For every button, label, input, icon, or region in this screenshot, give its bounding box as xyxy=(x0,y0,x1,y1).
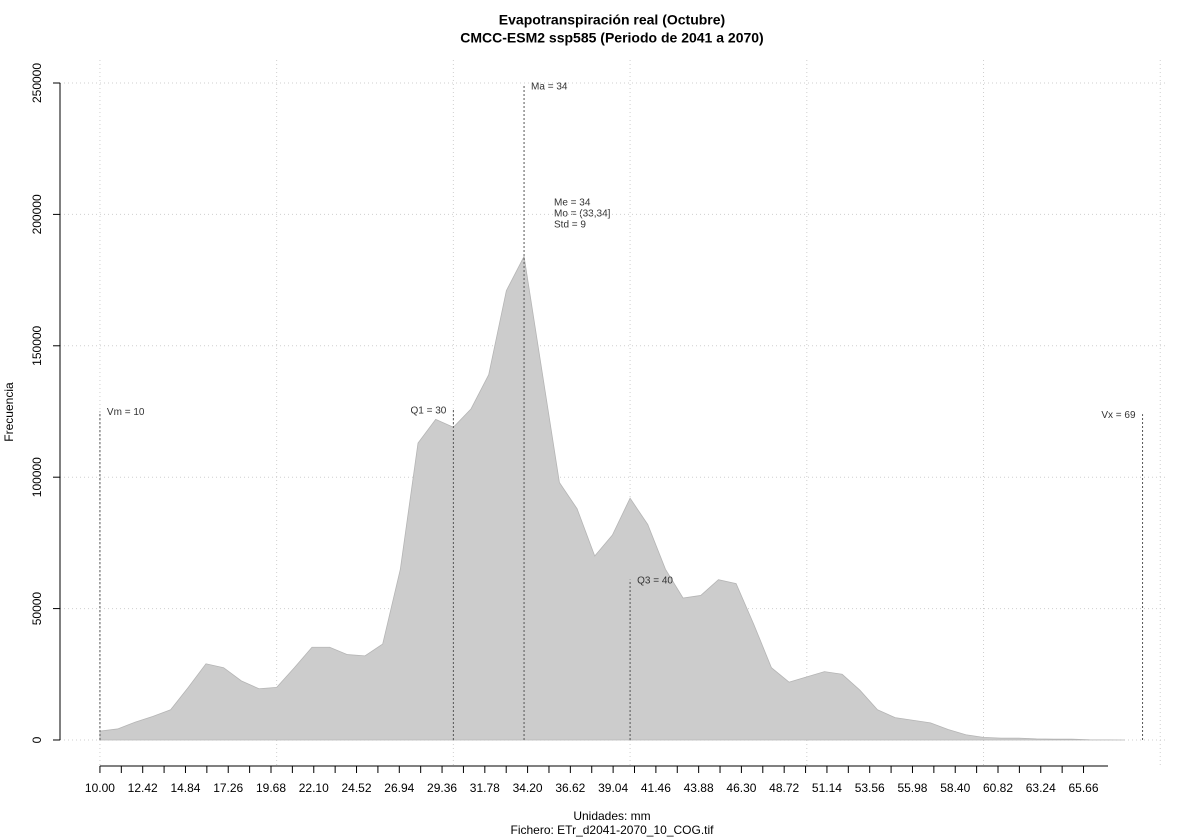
x-tick-label: 22.10 xyxy=(299,781,329,795)
x-tick-label: 60.82 xyxy=(983,781,1013,795)
x-tick-label: 65.66 xyxy=(1069,781,1099,795)
x-tick-label: 31.78 xyxy=(470,781,500,795)
x-axis-label: Unidades: mm xyxy=(573,809,650,823)
x-tick-label: 53.56 xyxy=(855,781,885,795)
annotation-label: Vm = 10 xyxy=(107,407,145,418)
y-tick-label: 100000 xyxy=(30,457,44,497)
x-tick-label: 29.36 xyxy=(427,781,457,795)
x-tick-label: 55.98 xyxy=(897,781,927,795)
area xyxy=(99,255,1125,741)
x-tick-label: 19.68 xyxy=(256,781,286,795)
x-tick-label: 39.04 xyxy=(598,781,628,795)
annotation-label: Q1 = 30 xyxy=(411,406,447,417)
caption: Fichero: ETr_d2041-2070_10_COG.tif xyxy=(511,823,715,837)
y-tick-label: 50000 xyxy=(30,592,44,626)
chart-subtitle: CMCC-ESM2 ssp585 (Periodo de 2041 a 2070… xyxy=(460,30,763,46)
x-tick-label: 43.88 xyxy=(684,781,714,795)
x-tick-label: 48.72 xyxy=(769,781,799,795)
x-tick-label: 34.20 xyxy=(513,781,543,795)
x-tick-label: 10.00 xyxy=(85,781,115,795)
y-axis-label: Frecuencia xyxy=(2,382,16,442)
annotation-label: Vx = 69 xyxy=(1101,410,1136,421)
chart-title: Evapotranspiración real (Octubre) xyxy=(499,12,725,28)
y-tick-label: 0 xyxy=(30,736,44,743)
x-tick-label: 17.26 xyxy=(213,781,243,795)
stat-text: Std = 9 xyxy=(554,220,586,231)
annotation-label: Q3 = 40 xyxy=(637,575,673,586)
x-tick-label: 58.40 xyxy=(940,781,970,795)
x-tick-label: 12.42 xyxy=(128,781,158,795)
x-tick-label: 36.62 xyxy=(555,781,585,795)
y-tick-label: 200000 xyxy=(30,194,44,234)
x-tick-label: 51.14 xyxy=(812,781,842,795)
stat-text: Me = 34 xyxy=(554,198,591,209)
x-tick-label: 46.30 xyxy=(726,781,756,795)
y-tick-label: 150000 xyxy=(30,325,44,365)
x-tick-label: 24.52 xyxy=(342,781,372,795)
y-tick-label: 250000 xyxy=(30,63,44,103)
x-tick-label: 41.46 xyxy=(641,781,671,795)
x-tick-label: 26.94 xyxy=(384,781,414,795)
x-tick-label: 63.24 xyxy=(1026,781,1056,795)
stat-text: Mo = (33,34] xyxy=(554,209,611,220)
annotation-label: Ma = 34 xyxy=(531,81,568,92)
x-tick-label: 14.84 xyxy=(170,781,200,795)
